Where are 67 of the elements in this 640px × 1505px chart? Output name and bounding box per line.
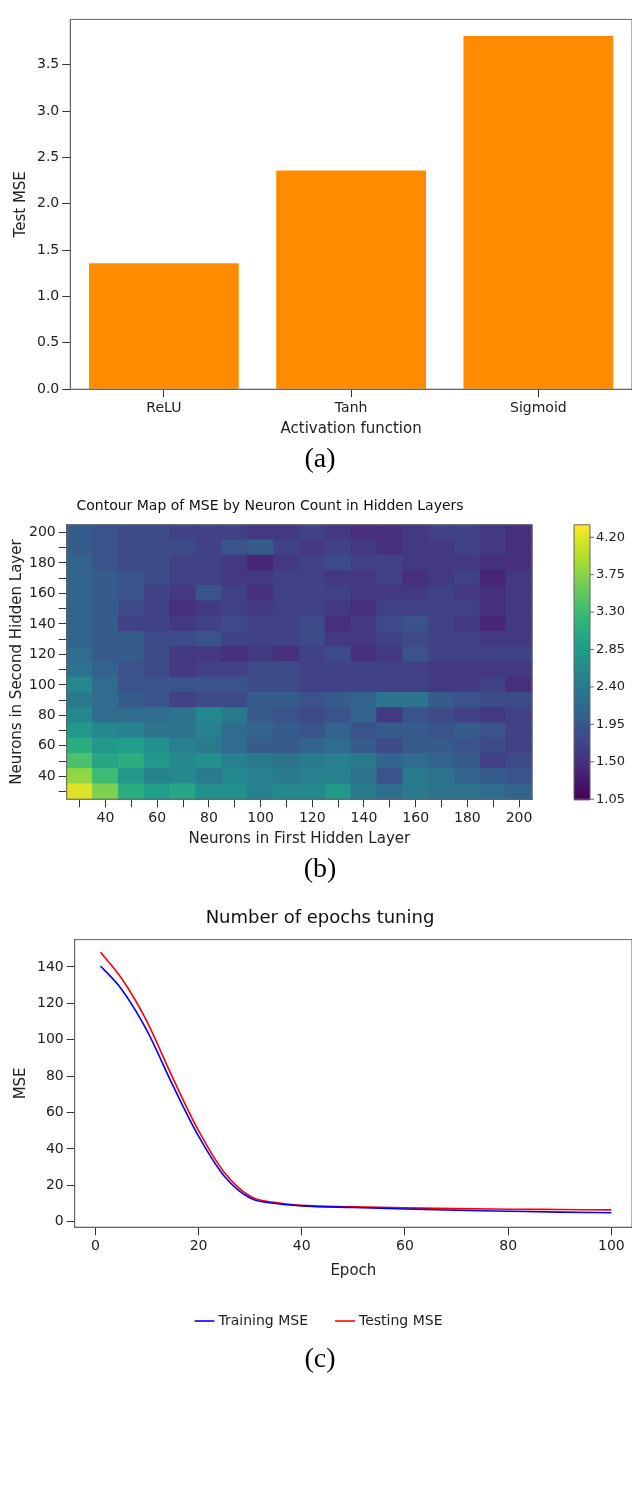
color-bar-label: 4.20 <box>596 528 625 544</box>
x-tick-label: 200 <box>505 809 533 826</box>
y-tick-label: 3.5 <box>37 55 60 72</box>
color-bar-label: 1.05 <box>596 790 625 806</box>
y-tick-label: 2.5 <box>37 148 60 165</box>
color-bar-label: 3.75 <box>596 566 625 582</box>
color-bar-label: 2.40 <box>596 678 625 694</box>
y-tick-label: 60 <box>37 736 56 753</box>
color-bar-label: 1.95 <box>596 715 625 731</box>
y-tick-label: 3.0 <box>37 101 60 118</box>
y-tick-label: 140 <box>28 614 56 631</box>
x-tick-label: 140 <box>350 809 378 826</box>
y-tick-label: 0 <box>54 1212 64 1229</box>
y-axis-title: MSE <box>10 1067 29 1100</box>
y-tick-label: 80 <box>37 706 56 722</box>
color-bar-label: 3.30 <box>596 603 625 619</box>
x-tick-label: 100 <box>597 1237 625 1254</box>
x-tick-label: 20 <box>189 1237 208 1254</box>
x-axis-title: Epoch <box>330 1260 377 1279</box>
text: (a) <box>303 442 337 474</box>
bar <box>463 36 614 389</box>
y-tick-label: 160 <box>28 584 56 601</box>
x-tick-label: 180 <box>454 809 481 826</box>
x-tick-label: 40 <box>292 1237 311 1254</box>
y-tick-label: 120 <box>28 645 56 662</box>
x-tick-label: 80 <box>199 809 218 826</box>
y-tick-label: 2.0 <box>37 194 60 211</box>
y-tick-label: 1.0 <box>37 287 60 304</box>
x-axis-title: Neurons in First Hidden Layer <box>188 828 412 847</box>
chart-title: Number of epochs tuning <box>205 906 435 928</box>
y-tick-label: 40 <box>45 1139 64 1156</box>
color-bar-label: 2.85 <box>596 640 625 656</box>
y-tick-label: 120 <box>36 993 64 1010</box>
y-tick-label: 180 <box>28 553 56 570</box>
x-tick-label: ReLU <box>146 399 182 416</box>
text: (c) <box>303 1342 337 1374</box>
y-tick-label: 60 <box>45 1103 64 1120</box>
x-tick-label: 0 <box>90 1237 100 1254</box>
y-tick-label: 40 <box>37 766 56 783</box>
y-tick-label: 100 <box>36 1030 64 1047</box>
y-tick-label: 100 <box>28 675 56 692</box>
chart-title: Contour Map of MSE by Neuron Count in Hidden Layers <box>76 497 464 514</box>
text: (b) <box>302 852 338 884</box>
y-axis-title: Test MSE <box>10 171 29 239</box>
x-tick-label: 160 <box>402 809 430 826</box>
y-tick-label: 140 <box>36 957 64 974</box>
x-tick-label: Tanh <box>333 399 368 416</box>
x-tick-label: 40 <box>96 809 115 826</box>
x-tick-label: 60 <box>396 1237 414 1254</box>
legend-label: Testing MSE <box>358 1311 443 1328</box>
y-tick-label: 0.0 <box>37 379 60 396</box>
y-tick-label: 1.5 <box>37 240 60 257</box>
x-tick-label: 60 <box>148 809 167 826</box>
bar <box>88 263 239 389</box>
y-axis-title: Neurons in Second Hidden Layer <box>6 538 25 785</box>
color-bar-label: 1.50 <box>596 753 625 769</box>
x-tick-label: 120 <box>298 809 326 826</box>
x-tick-label: 100 <box>247 809 274 826</box>
y-tick-label: 20 <box>45 1175 64 1192</box>
x-tick-label: 80 <box>499 1237 518 1254</box>
y-tick-label: 80 <box>45 1066 64 1083</box>
legend-label: Training MSE <box>217 1311 309 1328</box>
y-tick-label: 0.5 <box>37 333 60 350</box>
bar <box>276 170 427 389</box>
x-tick-label: Sigmoid <box>510 399 567 416</box>
x-axis-title: Activation function <box>280 418 422 437</box>
y-tick-label: 200 <box>28 523 56 540</box>
